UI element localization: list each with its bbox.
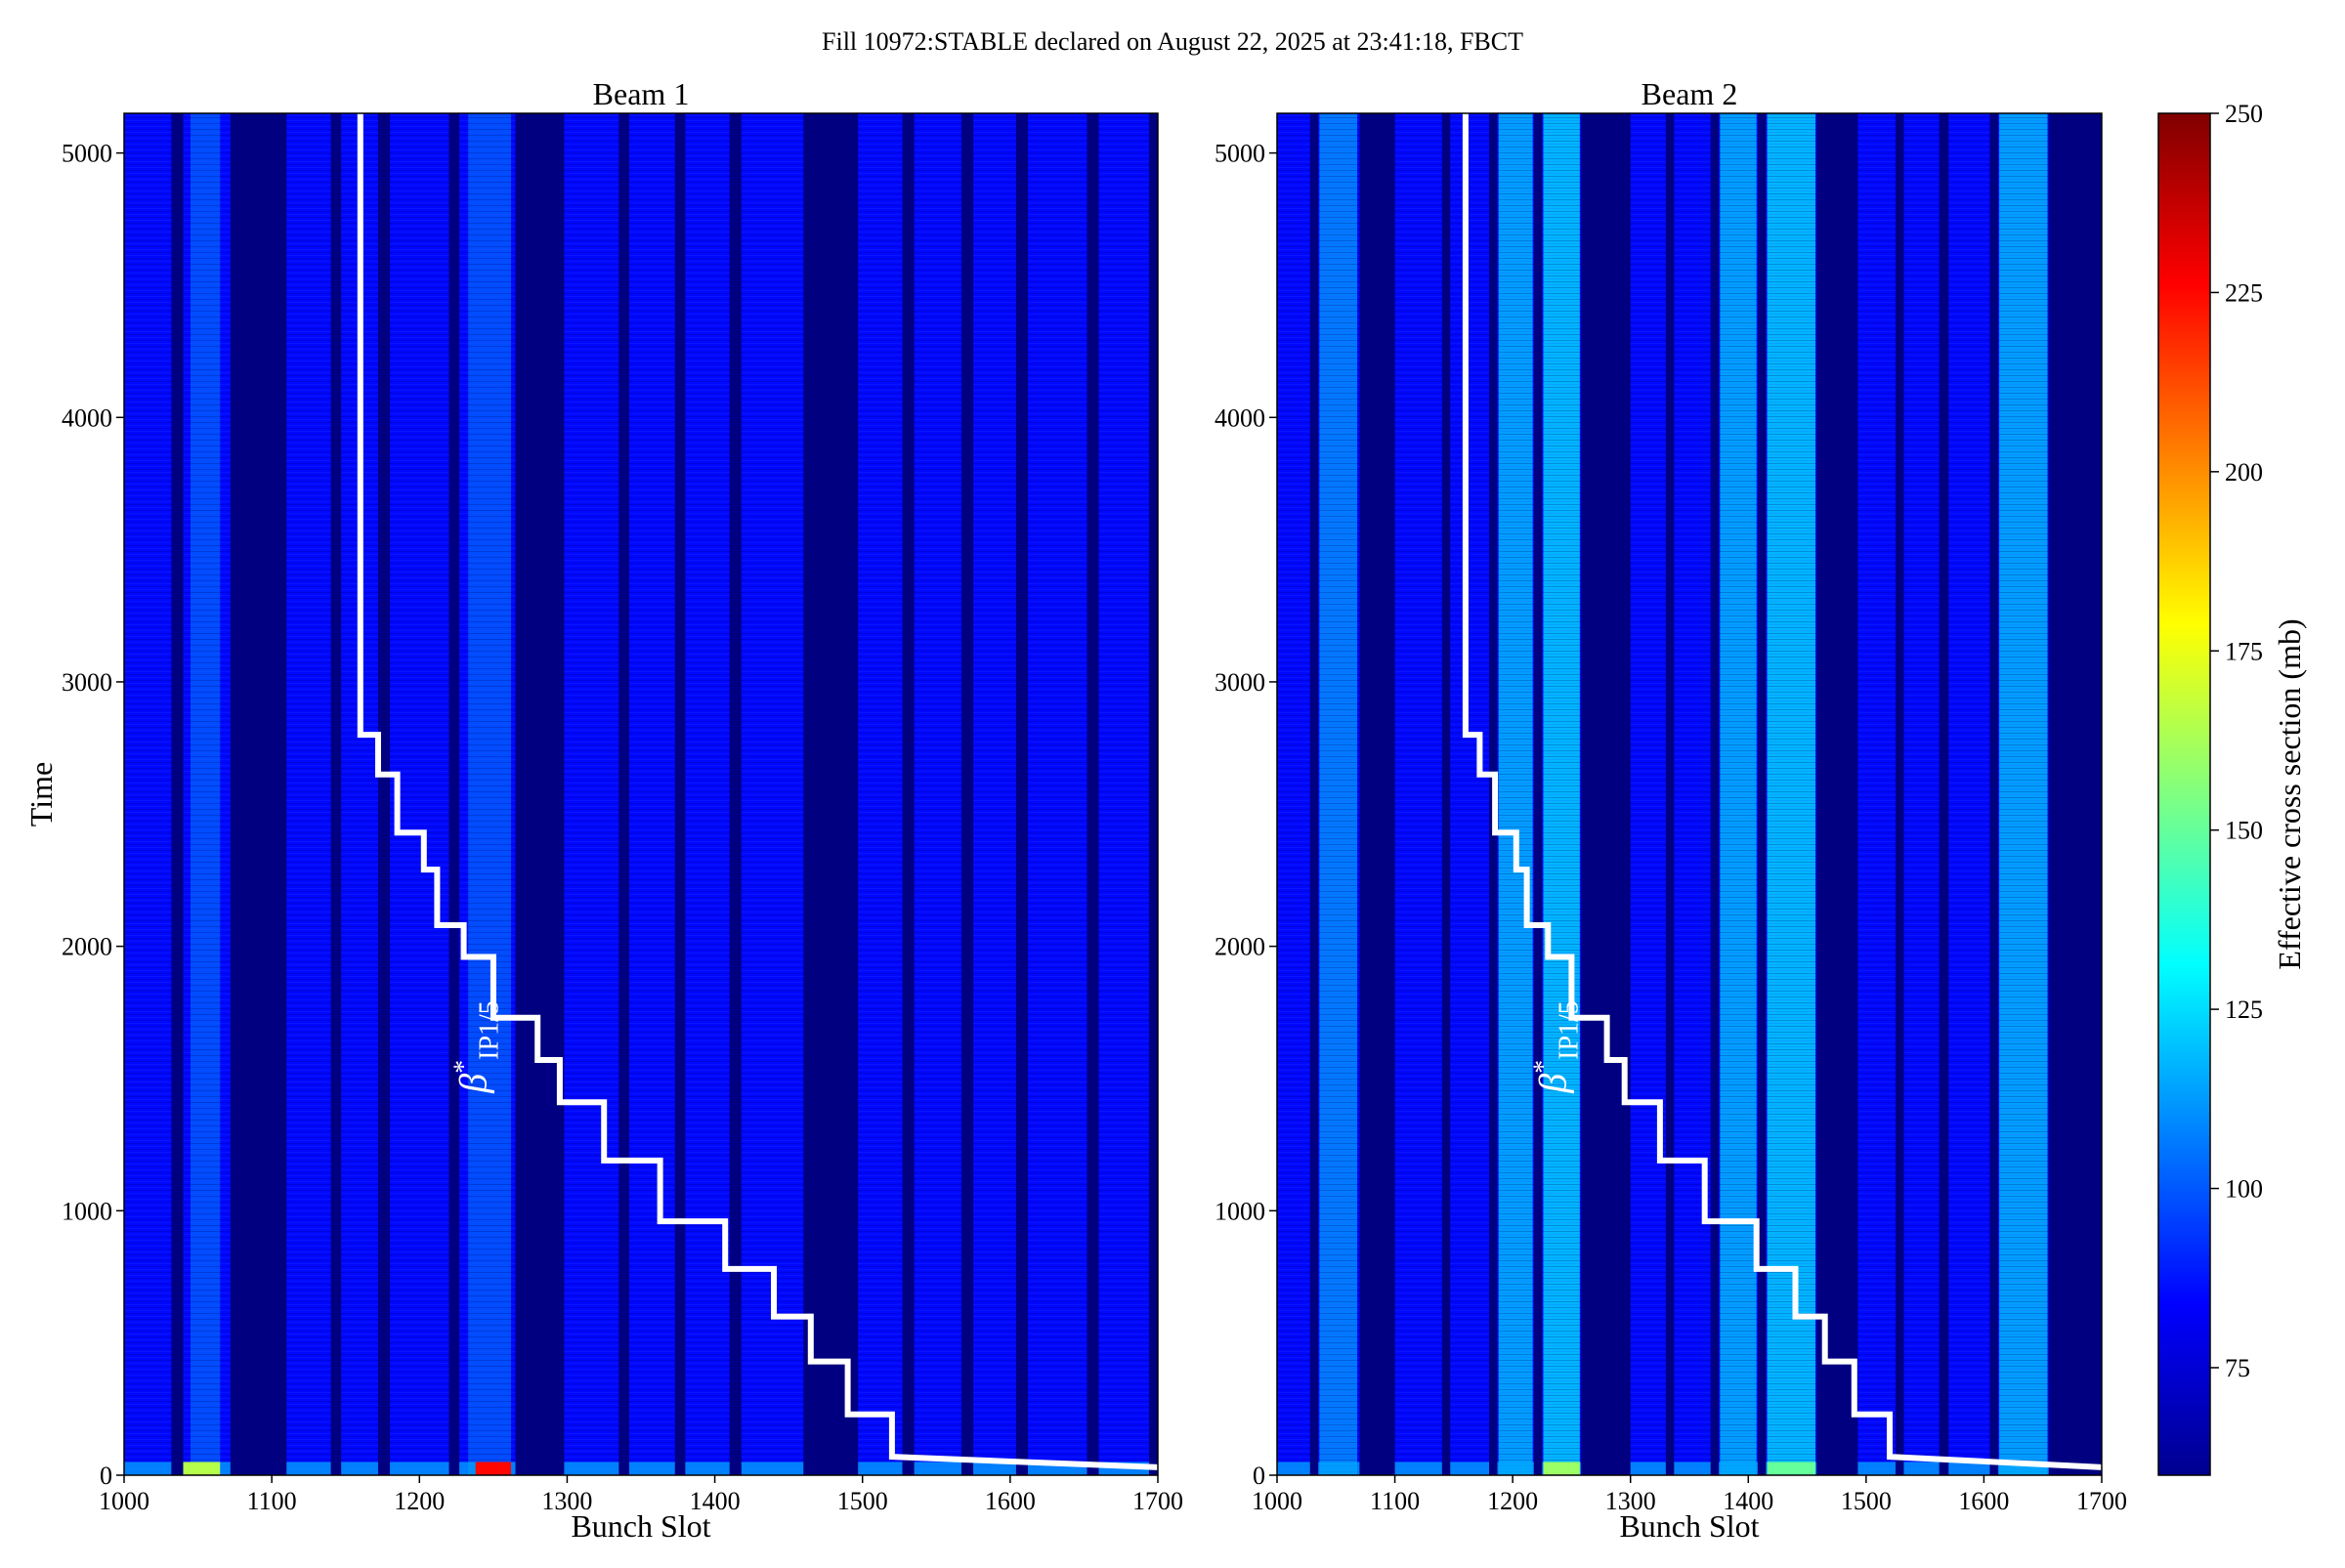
heatmap-texture [1277, 113, 2102, 1475]
x-tick-label: 1600 [985, 1487, 1036, 1515]
colorbar-gradient [2157, 112, 2211, 1476]
y-tick-label: 1000 [62, 1197, 112, 1225]
empty-slot-gap [1148, 113, 1158, 1475]
colorbar-tick-label: 150 [2225, 817, 2263, 845]
heatmap-texture [124, 113, 1158, 1475]
beta-star-label: β*IP1/5 [1528, 1000, 1584, 1094]
empty-slot-gap [1939, 113, 1949, 1475]
x-tick-label: 1100 [247, 1487, 297, 1515]
y-tick-label: 3000 [1215, 668, 1265, 697]
colorbar-tick-label: 175 [2225, 637, 2263, 665]
panel-title: Beam 2 [1642, 76, 1738, 111]
empty-slot-gap [2048, 113, 2102, 1475]
panel-title: Beam 1 [593, 76, 690, 111]
x-tick-label: 1000 [1252, 1487, 1302, 1515]
empty-slot-gap [618, 113, 629, 1475]
x-tick-label: 1200 [394, 1487, 445, 1515]
empty-slot-gap [1441, 113, 1451, 1475]
y-tick-label: 3000 [62, 668, 112, 697]
colorbar-tick-label: 100 [2225, 1175, 2263, 1204]
x-tick-label: 1300 [541, 1487, 592, 1515]
y-tick-label: 1000 [1215, 1197, 1265, 1225]
empty-slot-gap [674, 113, 686, 1475]
x-tick-label: 1700 [1132, 1487, 1183, 1515]
empty-slot-gap [1816, 113, 1858, 1475]
colorbar-label: Effective cross section (mb) [2272, 618, 2307, 969]
beam-1-panel: β*IP1/5 1000 1100 1200 1300 1400 1500 1600 1700 0… [23, 76, 1183, 1544]
plot-frame [1276, 112, 2103, 1476]
empty-slot-gap [1309, 113, 1319, 1475]
empty-slot-gap [729, 113, 742, 1475]
empty-slot-gap [960, 113, 974, 1475]
empty-slot-gap [1989, 113, 1998, 1475]
heatmap [1277, 113, 2102, 1475]
plot-frame [123, 112, 1159, 1476]
empty-slot-gap [803, 113, 859, 1475]
x-axis-label: Bunch Slot [1619, 1508, 1759, 1544]
y-axis-label: Time [23, 762, 59, 826]
y-tick-label: 2000 [62, 933, 112, 961]
empty-slot-gap [1581, 113, 1631, 1475]
empty-slot-gap [902, 113, 915, 1475]
hot-spot [183, 1462, 221, 1475]
y-tick-label: 0 [1253, 1462, 1265, 1490]
empty-slot-gap [1015, 113, 1028, 1475]
y-tick-label: 4000 [62, 403, 112, 432]
empty-slot-gap [1665, 113, 1675, 1475]
empty-slot-gap [330, 113, 342, 1475]
y-tick-label: 5000 [62, 140, 112, 168]
empty-slot-gap [171, 113, 184, 1475]
x-axis-label: Bunch Slot [571, 1508, 710, 1544]
x-tick-label: 1200 [1487, 1487, 1538, 1515]
empty-slot-gap [377, 113, 391, 1475]
x-tick-label: 1100 [1370, 1487, 1420, 1515]
beam-2-panel: β*IP1/5 1000 1100 1200 1300 1400 1500 1600 1700 0… [1215, 76, 2127, 1544]
x-tick-label: 1500 [837, 1487, 888, 1515]
beta-star-label: β*IP1/5 [448, 1000, 504, 1094]
x-tick-label: 1000 [99, 1487, 149, 1515]
beta-star-line [1462, 113, 2102, 1470]
empty-slot-gap [1757, 113, 1767, 1475]
x-tick-label: 1600 [1958, 1487, 2009, 1515]
colorbar-tick-label: 225 [2225, 278, 2263, 307]
colorbar-tick-label: 200 [2225, 458, 2263, 487]
heatmap [124, 113, 1158, 1475]
colorbar-tick-label: 75 [2225, 1354, 2250, 1382]
empty-slot-gap [515, 113, 565, 1475]
hot-spot [475, 1462, 511, 1475]
x-tick-label: 1300 [1605, 1487, 1656, 1515]
colorbar: 75 100 125 150 175 200 225 250 Effective cross … [2157, 100, 2307, 1476]
x-tick-label: 1400 [1723, 1487, 1773, 1515]
y-tick-label: 0 [100, 1462, 112, 1490]
beta-star-line [357, 113, 1158, 1470]
x-tick-label: 1400 [690, 1487, 741, 1515]
hot-spot [1767, 1462, 1816, 1475]
empty-slot-gap [1896, 113, 1904, 1475]
empty-slot-gap [1533, 113, 1543, 1475]
hot-spot [1543, 1462, 1580, 1475]
y-tick-label: 2000 [1215, 933, 1265, 961]
empty-slot-gap [1087, 113, 1099, 1475]
y-tick-label: 4000 [1215, 403, 1265, 432]
colorbar-tick-label: 125 [2225, 996, 2263, 1024]
empty-slot-gap [1710, 113, 1720, 1475]
empty-slot-gap [230, 113, 287, 1475]
x-tick-label: 1700 [2076, 1487, 2127, 1515]
empty-slot-gap [1359, 113, 1395, 1475]
empty-slot-gap [448, 113, 460, 1475]
colorbar-tick-label: 250 [2225, 100, 2263, 128]
x-tick-label: 1500 [1841, 1487, 1892, 1515]
y-tick-label: 5000 [1215, 140, 1265, 168]
figure-title: Fill 10972:STABLE declared on August 22,… [822, 27, 1523, 56]
